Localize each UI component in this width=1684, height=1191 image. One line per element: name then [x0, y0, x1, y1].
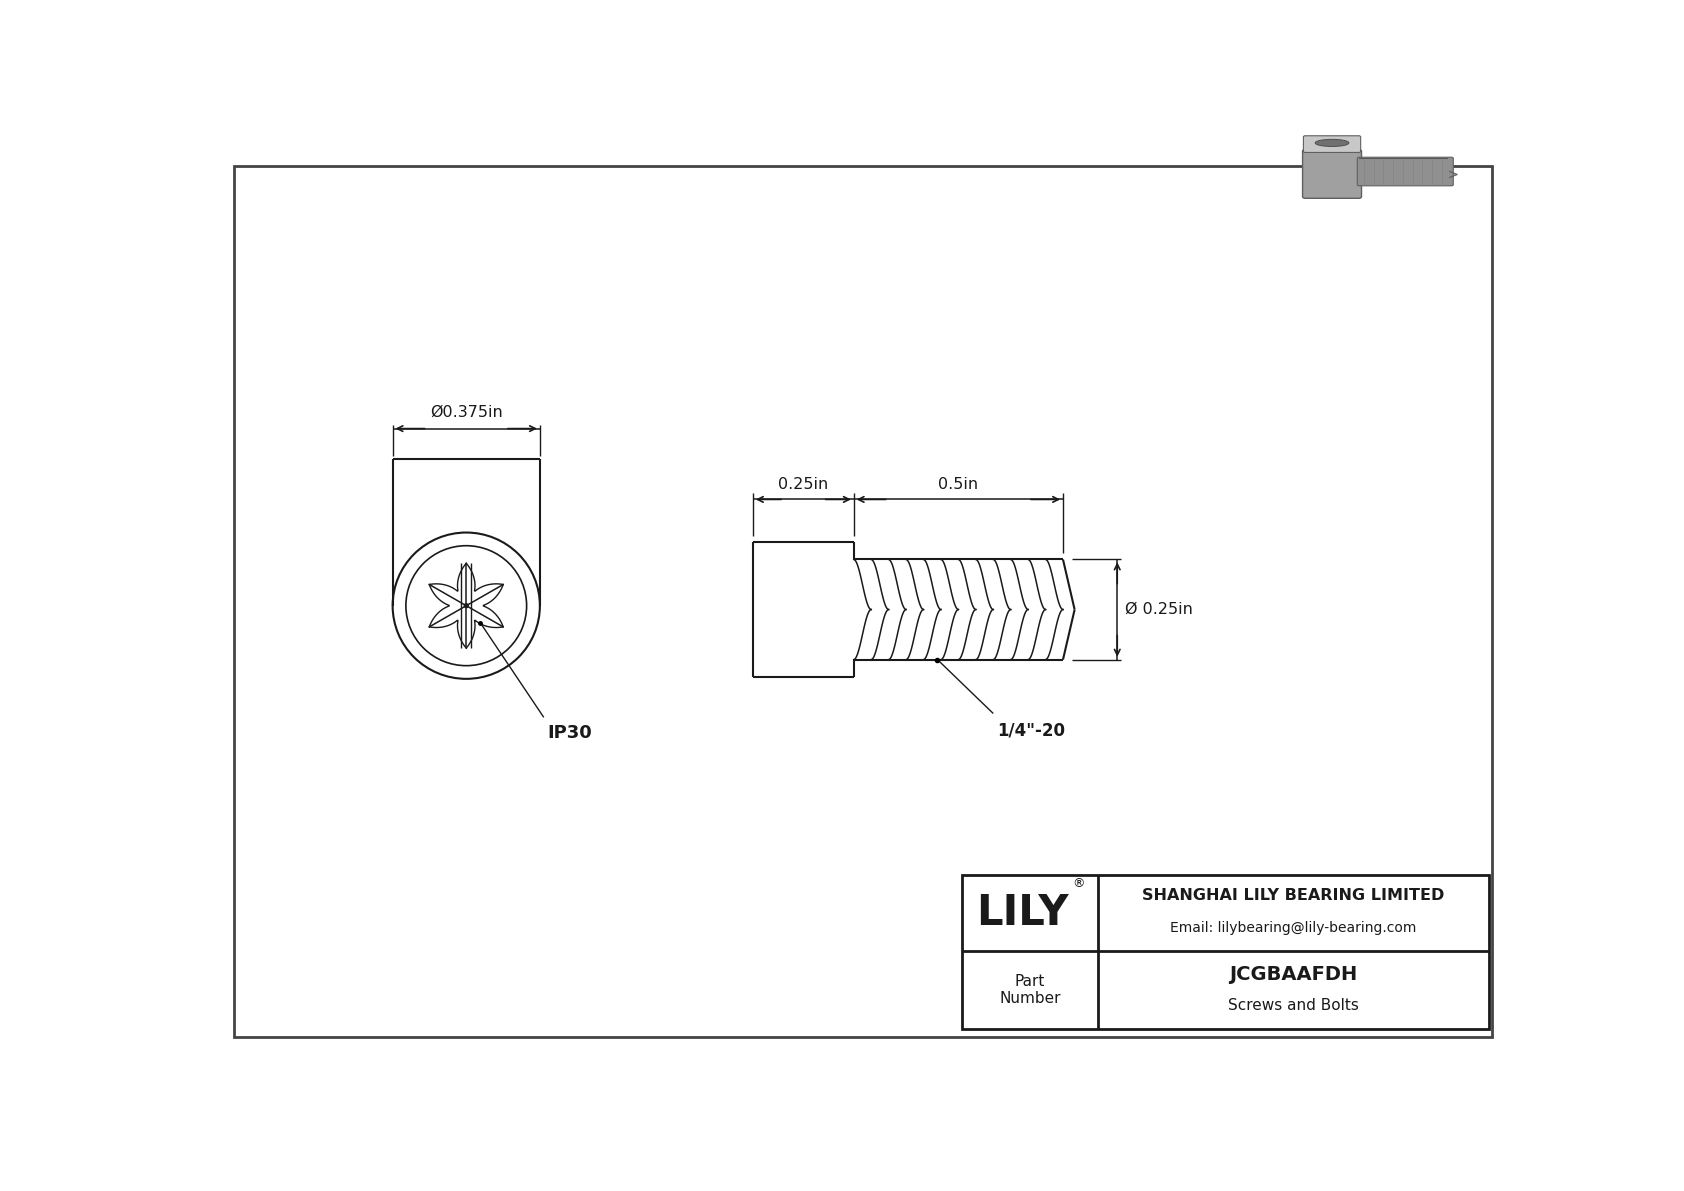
- Bar: [962, 875, 1489, 1029]
- Text: IP30: IP30: [547, 723, 593, 742]
- Text: 0.5in: 0.5in: [938, 476, 978, 492]
- Ellipse shape: [1315, 139, 1349, 146]
- Text: 0.25in: 0.25in: [778, 476, 829, 492]
- Text: Ø0.375in: Ø0.375in: [429, 405, 502, 419]
- Circle shape: [465, 604, 468, 607]
- Text: ®: ®: [1071, 877, 1084, 890]
- Text: JCGBAAFDH: JCGBAAFDH: [1229, 965, 1357, 984]
- Text: LILY: LILY: [977, 892, 1069, 934]
- FancyBboxPatch shape: [1303, 149, 1362, 198]
- FancyBboxPatch shape: [1357, 157, 1453, 186]
- Text: Part
Number: Part Number: [999, 974, 1061, 1006]
- Text: 1/4"-20: 1/4"-20: [997, 722, 1064, 740]
- Text: Email: lilybearing@lily-bearing.com: Email: lilybearing@lily-bearing.com: [1170, 922, 1416, 935]
- Text: SHANGHAI LILY BEARING LIMITED: SHANGHAI LILY BEARING LIMITED: [1142, 888, 1445, 904]
- Text: Ø 0.25in: Ø 0.25in: [1125, 601, 1192, 617]
- Text: Screws and Bolts: Screws and Bolts: [1228, 998, 1359, 1012]
- FancyBboxPatch shape: [1303, 136, 1361, 152]
